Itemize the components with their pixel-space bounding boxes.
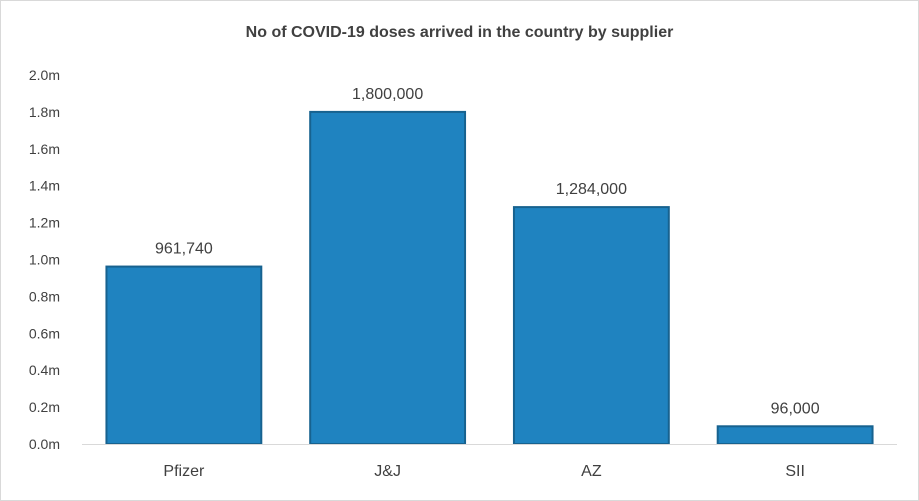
x-tick-label: AZ — [581, 463, 602, 480]
data-label: 96,000 — [771, 400, 820, 417]
data-label: 961,740 — [155, 241, 213, 258]
y-tick-label: 1.4m — [29, 178, 60, 194]
y-tick-label: 2.0m — [29, 67, 60, 83]
y-tick-label: 1.6m — [29, 141, 60, 157]
bars — [105, 110, 874, 446]
data-labels: 961,740 1,800,000 1,284,000 96,000 — [155, 86, 820, 417]
bar-sii — [716, 425, 874, 445]
x-tick-label: J&J — [374, 463, 401, 480]
y-tick-label: 0.0m — [29, 436, 60, 452]
y-tick-label: 1.8m — [29, 104, 60, 120]
data-label: 1,284,000 — [556, 181, 627, 198]
y-tick-label: 1.2m — [29, 215, 60, 231]
chart-title: No of COVID-19 doses arrived in the coun… — [245, 24, 674, 41]
y-tick-label: 0.2m — [29, 399, 60, 415]
y-tick-label: 0.8m — [29, 288, 60, 304]
y-tick-label: 0.6m — [29, 325, 60, 341]
bar-j-j — [309, 110, 467, 446]
y-axis-ticks: 0.0m 0.2m 0.4m 0.6m 0.8m 1.0m 1.2m 1.4m 1.6m 1.8m… — [29, 67, 60, 452]
bar-pfizer — [105, 265, 263, 445]
x-tick-label: Pfizer — [163, 463, 205, 480]
y-tick-label: 1.0m — [29, 252, 60, 268]
y-tick-label: 0.4m — [29, 362, 60, 378]
data-label: 1,800,000 — [352, 86, 423, 103]
x-tick-label: SII — [785, 463, 805, 480]
x-axis-labels: Pfizer J&J AZ SII — [163, 463, 804, 480]
bar-az — [512, 206, 670, 445]
